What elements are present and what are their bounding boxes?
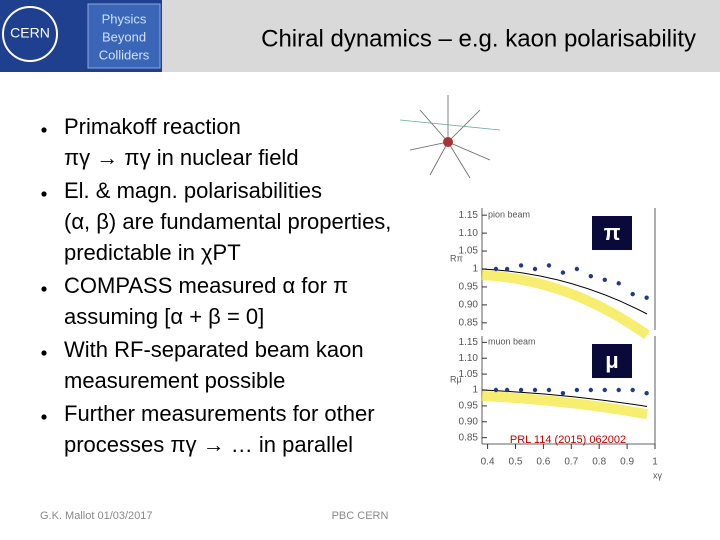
bullet-text: measurement possible	[64, 368, 285, 393]
data-point	[560, 390, 566, 396]
data-point	[532, 387, 538, 393]
x-axis-label: xγ	[653, 470, 663, 480]
data-point	[518, 263, 524, 268]
data-point	[644, 390, 649, 396]
panel-label: muon beam	[488, 337, 536, 347]
x-tick-label: 0.5	[509, 457, 523, 468]
slide-title: Chiral dynamics – e.g. kaon polarisabili…	[261, 25, 696, 52]
bullet-dot	[41, 286, 47, 292]
bullet-dot	[41, 350, 47, 356]
symbol-box	[592, 344, 632, 378]
y-tick-label: 0.85	[459, 432, 479, 443]
bullet-text: COMPASS measured α for π	[64, 273, 348, 298]
data-point	[630, 387, 635, 393]
data-point	[602, 387, 607, 393]
data-point	[574, 266, 580, 272]
y-tick-label: 1.05	[459, 369, 479, 380]
y-tick-label: 1	[472, 264, 478, 275]
bullet-text: El. & magn. polarisabilities	[64, 178, 322, 203]
pbc-logo-text: Beyond	[102, 29, 146, 44]
model-curve	[481, 268, 648, 315]
x-tick-label: 1	[652, 457, 658, 468]
bullet-text: Further measurements for other	[64, 401, 375, 426]
x-tick-label: 0.7	[564, 457, 578, 468]
data-point	[493, 266, 499, 272]
y-tick-label: 0.95	[459, 401, 479, 412]
data-point	[504, 266, 510, 272]
y-tick-label: 1.05	[459, 246, 479, 257]
bullet-dot	[41, 127, 47, 133]
y-tick-label: 1	[472, 385, 478, 396]
panel-label: pion beam	[488, 210, 530, 220]
footer-author: G.K. Mallot 01/03/2017	[40, 510, 153, 522]
x-tick-label: 0.4	[481, 457, 495, 468]
data-point	[560, 270, 566, 275]
y-tick-label: 0.85	[459, 317, 479, 328]
data-point	[602, 277, 607, 282]
pbc-logo-text: Physics	[102, 11, 147, 26]
y-axis-label: Rμ	[450, 374, 462, 384]
data-point	[532, 266, 538, 272]
data-point	[616, 387, 621, 393]
bullet-dot	[41, 414, 47, 420]
symbol: μ	[605, 348, 618, 373]
y-tick-label: 1.10	[459, 353, 479, 364]
data-point	[630, 291, 635, 297]
bullet-text: Primakoff reaction	[64, 114, 241, 139]
footer-venue: PBC CERN	[332, 510, 389, 522]
model-band	[481, 391, 648, 420]
y-tick-label: 1.15	[459, 210, 479, 221]
pbc-logo-text: Colliders	[99, 47, 150, 62]
symbol-box	[592, 216, 632, 250]
y-tick-label: 1.10	[459, 228, 479, 239]
data-point	[644, 295, 649, 300]
y-axis-label: Rπ	[450, 253, 463, 263]
bullet-text: (α, β) are fundamental properties,	[64, 209, 391, 234]
data-point	[616, 281, 621, 286]
cern-logo: CERN	[10, 25, 50, 41]
bullet-text: assuming [α + β = 0]	[64, 304, 264, 329]
data-point	[588, 273, 594, 279]
data-point	[574, 387, 580, 393]
reference: PRL 114 (2015) 062002	[510, 434, 626, 446]
data-point	[504, 387, 510, 393]
data-point	[546, 263, 552, 268]
bullet-text: πγ → πγ in nuclear field	[64, 145, 299, 170]
data-point	[493, 387, 499, 393]
interaction-sketch	[399, 95, 501, 179]
y-tick-label: 1.15	[459, 337, 479, 348]
data-point	[546, 387, 552, 393]
cern-logo-ring	[2, 6, 58, 62]
x-tick-label: 0.9	[620, 457, 634, 468]
y-tick-label: 0.95	[459, 282, 479, 293]
y-tick-label: 0.90	[459, 416, 479, 427]
pbc-logo	[87, 3, 161, 69]
symbol: π	[604, 220, 621, 245]
bullet-text: predictable in χPT	[64, 240, 241, 265]
data-point	[588, 387, 594, 393]
y-tick-label: 0.90	[459, 300, 479, 311]
bullet-text: With RF-separated beam kaon	[64, 337, 364, 362]
bullet-text: processes πγ → … in parallel	[64, 432, 353, 457]
bullet-dot	[41, 191, 47, 197]
x-tick-label: 0.8	[592, 457, 606, 468]
model-curve	[481, 389, 648, 407]
data-point	[518, 387, 524, 393]
model-band	[481, 270, 650, 340]
x-tick-label: 0.6	[536, 457, 550, 468]
